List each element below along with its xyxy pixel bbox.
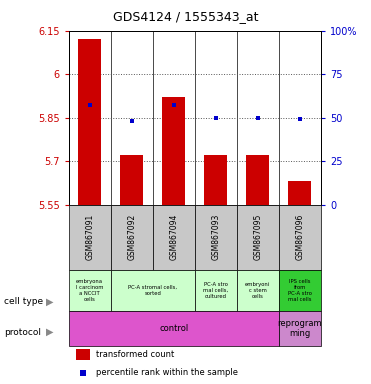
Text: GSM867093: GSM867093 — [211, 214, 220, 260]
Text: ▶: ▶ — [46, 296, 54, 306]
Text: IPS cells
from
PC-A stro
mal cells: IPS cells from PC-A stro mal cells — [288, 279, 312, 302]
Text: GDS4124 / 1555343_at: GDS4124 / 1555343_at — [113, 10, 258, 23]
Text: reprogram
ming: reprogram ming — [278, 319, 322, 338]
Bar — [279, 205, 321, 270]
Bar — [237, 205, 279, 270]
Text: ▶: ▶ — [46, 327, 54, 337]
Text: GSM867096: GSM867096 — [295, 214, 304, 260]
Text: GSM867094: GSM867094 — [169, 214, 178, 260]
Bar — [279, 270, 321, 311]
Text: transformed count: transformed count — [96, 350, 175, 359]
Bar — [204, 155, 227, 205]
Bar — [69, 311, 279, 346]
Text: embryoni
c stem
cells: embryoni c stem cells — [245, 282, 270, 299]
Bar — [162, 98, 186, 205]
Bar — [195, 205, 237, 270]
Bar — [69, 205, 111, 270]
Bar — [69, 270, 111, 311]
Text: GSM867091: GSM867091 — [85, 214, 94, 260]
Bar — [246, 155, 269, 205]
Bar — [279, 311, 321, 346]
Bar — [120, 155, 143, 205]
Text: embryona
l carcinom
a NCCIT
cells: embryona l carcinom a NCCIT cells — [76, 279, 104, 302]
Text: PC-A stromal cells,
sorted: PC-A stromal cells, sorted — [128, 285, 177, 296]
Text: PC-A stro
mal cells,
cultured: PC-A stro mal cells, cultured — [203, 282, 229, 299]
Text: percentile rank within the sample: percentile rank within the sample — [96, 368, 239, 377]
Text: protocol: protocol — [4, 328, 41, 337]
Bar — [195, 270, 237, 311]
Bar — [288, 181, 311, 205]
Bar — [153, 205, 195, 270]
Bar — [111, 270, 195, 311]
Bar — [78, 40, 101, 205]
Bar — [237, 270, 279, 311]
Text: GSM867095: GSM867095 — [253, 214, 262, 260]
Text: control: control — [159, 324, 188, 333]
Text: GSM867092: GSM867092 — [127, 214, 136, 260]
Text: cell type: cell type — [4, 297, 43, 306]
Bar — [111, 205, 153, 270]
Bar — [76, 349, 90, 360]
